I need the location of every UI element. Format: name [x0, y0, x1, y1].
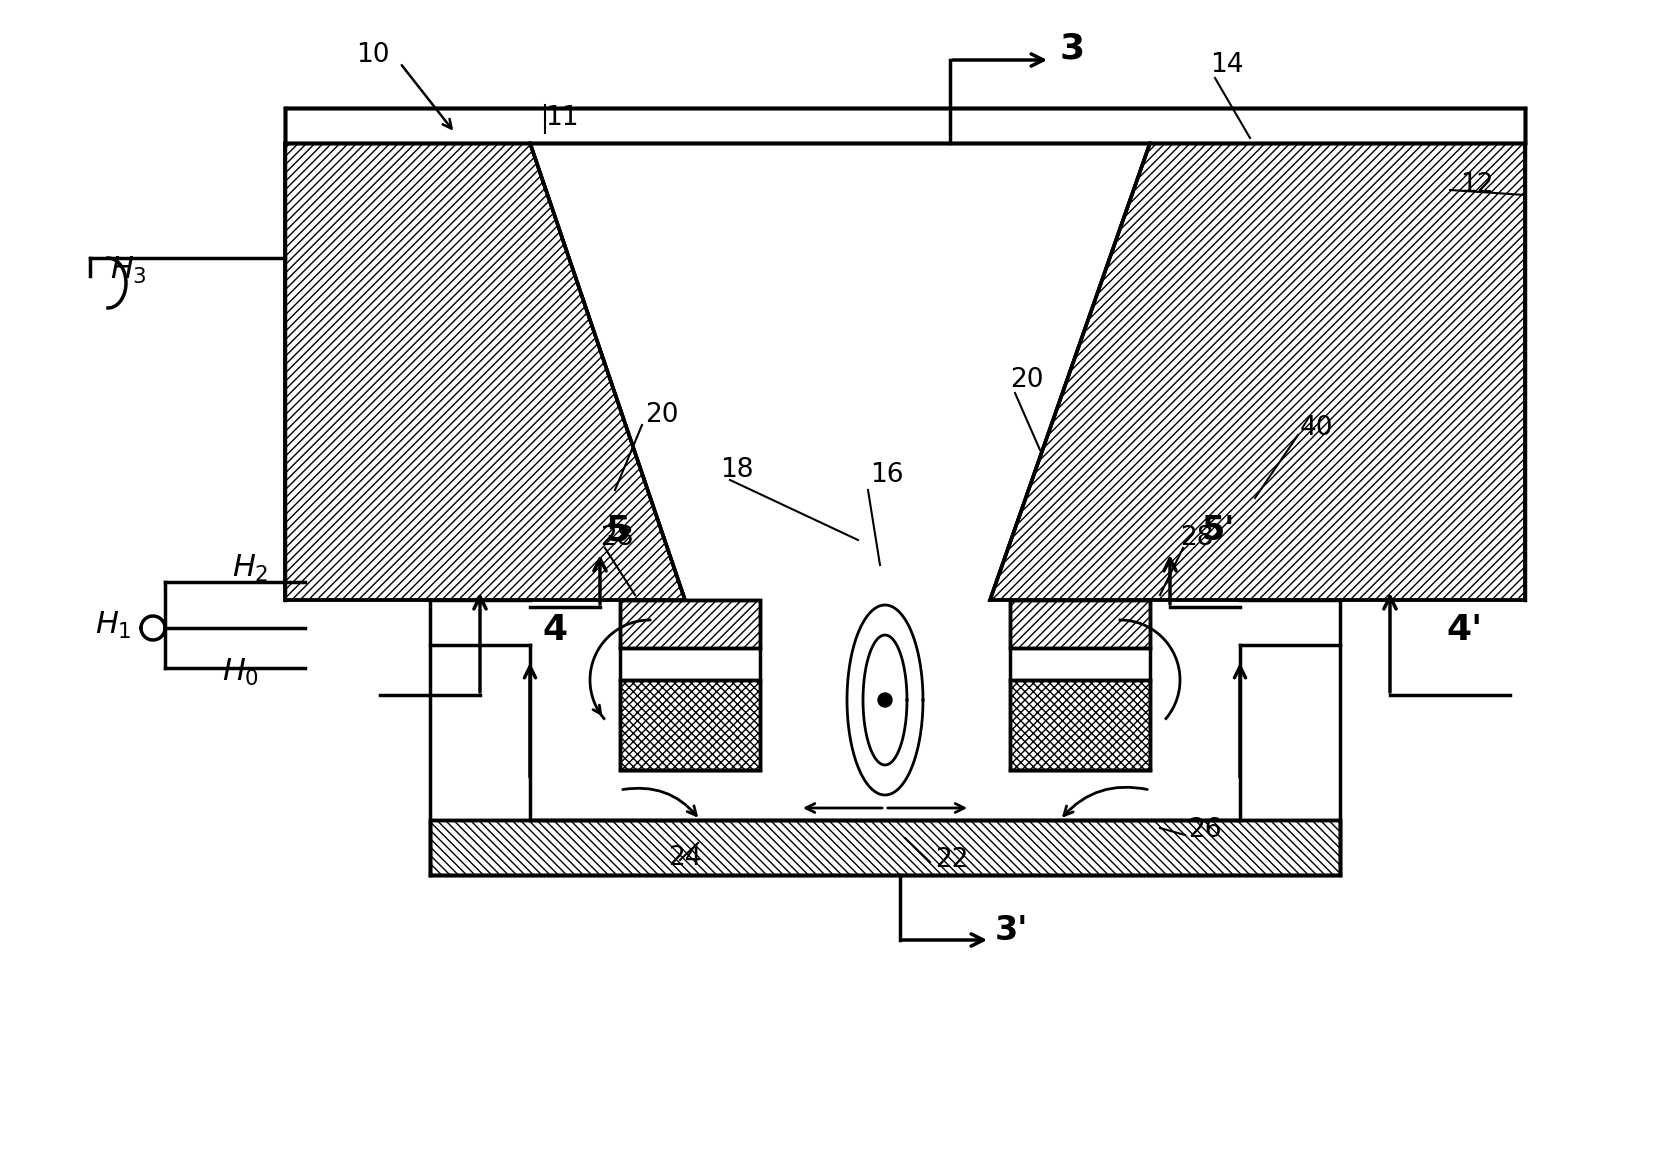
Text: 40: 40	[1300, 415, 1333, 441]
Text: 10: 10	[357, 42, 391, 68]
Polygon shape	[1010, 680, 1150, 770]
Text: 20: 20	[1010, 367, 1043, 393]
Text: $H_0$: $H_0$	[221, 656, 258, 688]
Text: 24: 24	[667, 846, 701, 871]
Polygon shape	[620, 600, 760, 648]
Polygon shape	[989, 143, 1524, 600]
Text: 5: 5	[605, 513, 631, 547]
Text: 11: 11	[545, 105, 579, 131]
Text: $H_1$: $H_1$	[96, 609, 131, 641]
Polygon shape	[1010, 600, 1150, 648]
Text: 4': 4'	[1447, 613, 1482, 647]
Circle shape	[879, 693, 892, 707]
Polygon shape	[429, 820, 1340, 875]
Text: 16: 16	[870, 462, 904, 488]
Text: 14: 14	[1211, 52, 1244, 78]
Text: 3': 3'	[994, 914, 1028, 947]
Text: 5': 5'	[1201, 514, 1234, 547]
Polygon shape	[285, 143, 684, 600]
Text: 28: 28	[1181, 524, 1214, 552]
Polygon shape	[620, 680, 760, 770]
Text: $H_2$: $H_2$	[231, 553, 268, 583]
Text: 18: 18	[719, 457, 753, 483]
Text: 20: 20	[646, 402, 679, 428]
Text: 3: 3	[1060, 31, 1085, 65]
Text: $H_3$: $H_3$	[111, 254, 148, 286]
Text: 4: 4	[542, 613, 567, 647]
Text: 22: 22	[936, 847, 969, 873]
Text: 26: 26	[1187, 817, 1221, 843]
Text: 28: 28	[600, 524, 634, 552]
Polygon shape	[285, 108, 1524, 143]
Text: 12: 12	[1461, 172, 1494, 198]
